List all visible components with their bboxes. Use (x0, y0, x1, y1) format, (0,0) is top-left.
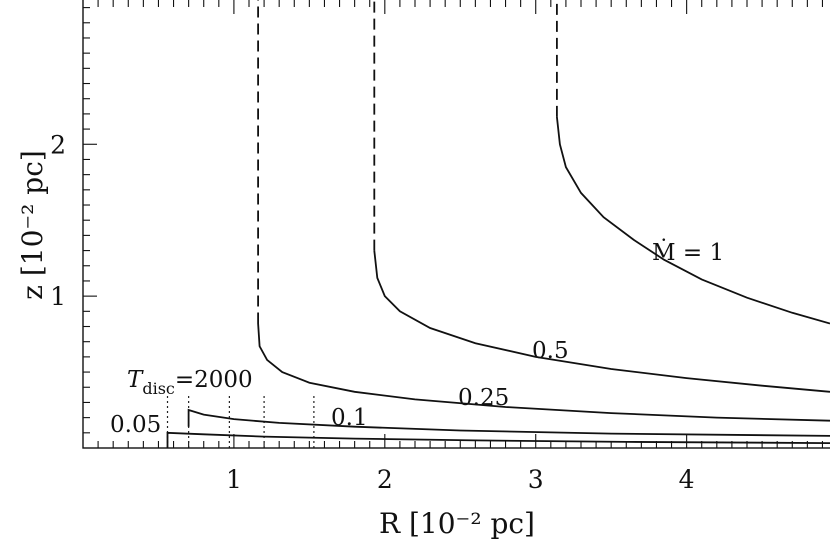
series-label: 0.05 (110, 412, 161, 438)
x-tick-label: 4 (679, 465, 695, 494)
series-line (257, 323, 830, 422)
y-tick-label: 2 (50, 130, 66, 159)
curves (166, 0, 830, 448)
plot-frame (82, 0, 830, 449)
series-label: 0.5 (532, 338, 569, 364)
x-tick-label: 3 (528, 465, 544, 494)
labels: 1 2 3 4 1 2 R [10⁻² pc] z [10⁻² pc] Ṁ = 1 0.5 0.25… (16, 130, 724, 540)
series-line (556, 116, 830, 325)
series-line (187, 408, 830, 437)
series-label: 0.25 (458, 385, 509, 411)
y-axis-title: z [10⁻² pc] (16, 150, 49, 300)
series-line (373, 250, 830, 393)
annotation-tdisc: Tdisc=2000 (127, 367, 253, 398)
x-axis-title: R [10⁻² pc] (379, 507, 535, 540)
y-tick-label: 1 (50, 282, 66, 311)
series-line (166, 431, 830, 448)
x-tick-label: 1 (226, 465, 242, 494)
series-label: 0.1 (331, 405, 368, 431)
x-tick-label: 2 (377, 465, 393, 494)
series-label: Ṁ = 1 (652, 239, 724, 266)
